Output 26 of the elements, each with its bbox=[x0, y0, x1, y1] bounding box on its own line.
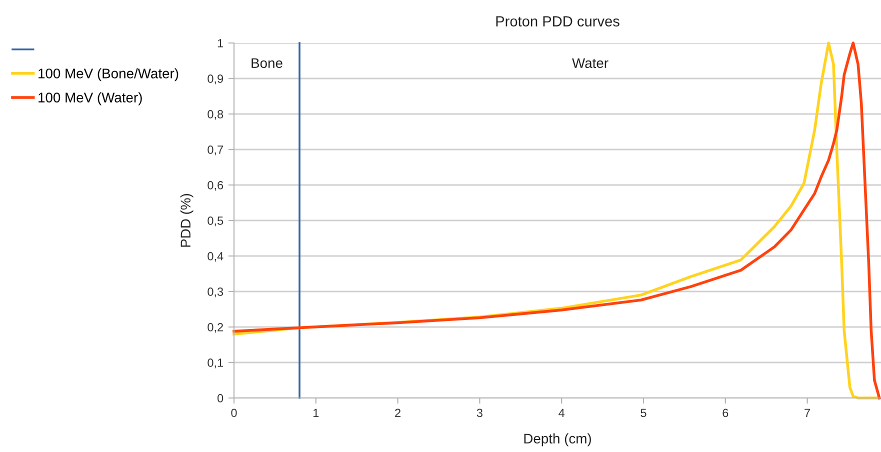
y-tick-label: 0,9 bbox=[208, 74, 224, 84]
x-tick-label: 7 bbox=[804, 408, 810, 417]
y-tick-label: 0,3 bbox=[208, 288, 224, 298]
legend-label: 100 MeV (Water) bbox=[38, 92, 142, 106]
annotation: Bone bbox=[252, 58, 282, 68]
x-tick-label: 6 bbox=[722, 408, 728, 418]
x-tick-label: 0 bbox=[231, 408, 237, 418]
y-tick-label: 0,5 bbox=[208, 216, 224, 226]
x-axis-title: Depth (cm) bbox=[524, 433, 591, 446]
y-tick-label: 0,8 bbox=[208, 110, 224, 120]
y-tick-label: 0,7 bbox=[208, 146, 223, 156]
x-tick-label: 3 bbox=[476, 408, 482, 418]
y-tick-label: 0,4 bbox=[208, 252, 224, 262]
chart-title: Proton PDD curves bbox=[496, 16, 620, 26]
legend-label: 100 MeV (Bone/Water) bbox=[38, 68, 178, 82]
y-tick-label: 0 bbox=[217, 394, 224, 402]
x-tick-label: 2 bbox=[395, 408, 400, 417]
y-tick-label: 0,1 bbox=[208, 358, 224, 368]
y-axis-title: PDD (%) bbox=[180, 194, 194, 247]
annotation: Water bbox=[572, 58, 608, 68]
x-tick-label: 5 bbox=[640, 408, 646, 418]
x-tick-label: 1 bbox=[314, 408, 319, 417]
y-tick-label: 0,2 bbox=[208, 323, 223, 333]
y-tick-label: 1 bbox=[218, 39, 224, 48]
x-tick-label: 4 bbox=[558, 408, 565, 417]
y-tick-label: 0,6 bbox=[208, 181, 224, 191]
